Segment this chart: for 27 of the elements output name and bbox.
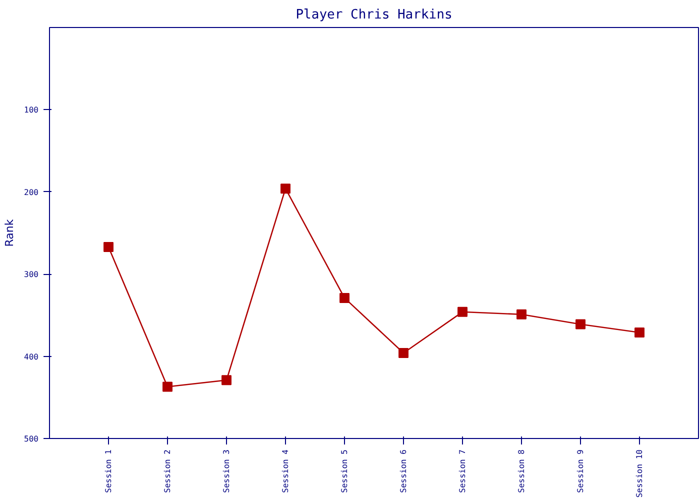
point	[222, 375, 232, 386]
x-tick-label: Session 3	[222, 449, 231, 493]
chart-title: Player Chris Harkins	[296, 8, 452, 22]
x-tick-label: Session 5	[340, 449, 349, 493]
point	[104, 242, 114, 252]
point	[162, 382, 172, 392]
y-axis-title: Rank	[3, 218, 16, 247]
y-tick-label: 300	[24, 270, 39, 280]
point	[458, 306, 468, 317]
x-tick-label: Session 2	[163, 449, 172, 493]
point	[576, 319, 586, 330]
point	[280, 184, 290, 194]
point	[634, 327, 644, 338]
y-tick-label: 100	[24, 106, 39, 115]
y-tick-label: 500	[24, 434, 39, 444]
x-tick-label: Session 10	[635, 449, 644, 498]
x-tick-label: Session 1	[104, 449, 113, 493]
x-tick-label: Session 9	[576, 449, 585, 493]
x-tick-label: Session 4	[281, 449, 290, 493]
y-tick-label: 400	[24, 352, 39, 362]
x-tick-label: Session 8	[517, 449, 526, 493]
point	[516, 309, 526, 320]
point	[398, 348, 408, 358]
point	[340, 292, 350, 303]
y-tick-label: 200	[24, 188, 39, 197]
x-tick-label: Session 6	[399, 449, 408, 493]
x-tick-label: Session 7	[458, 449, 467, 493]
